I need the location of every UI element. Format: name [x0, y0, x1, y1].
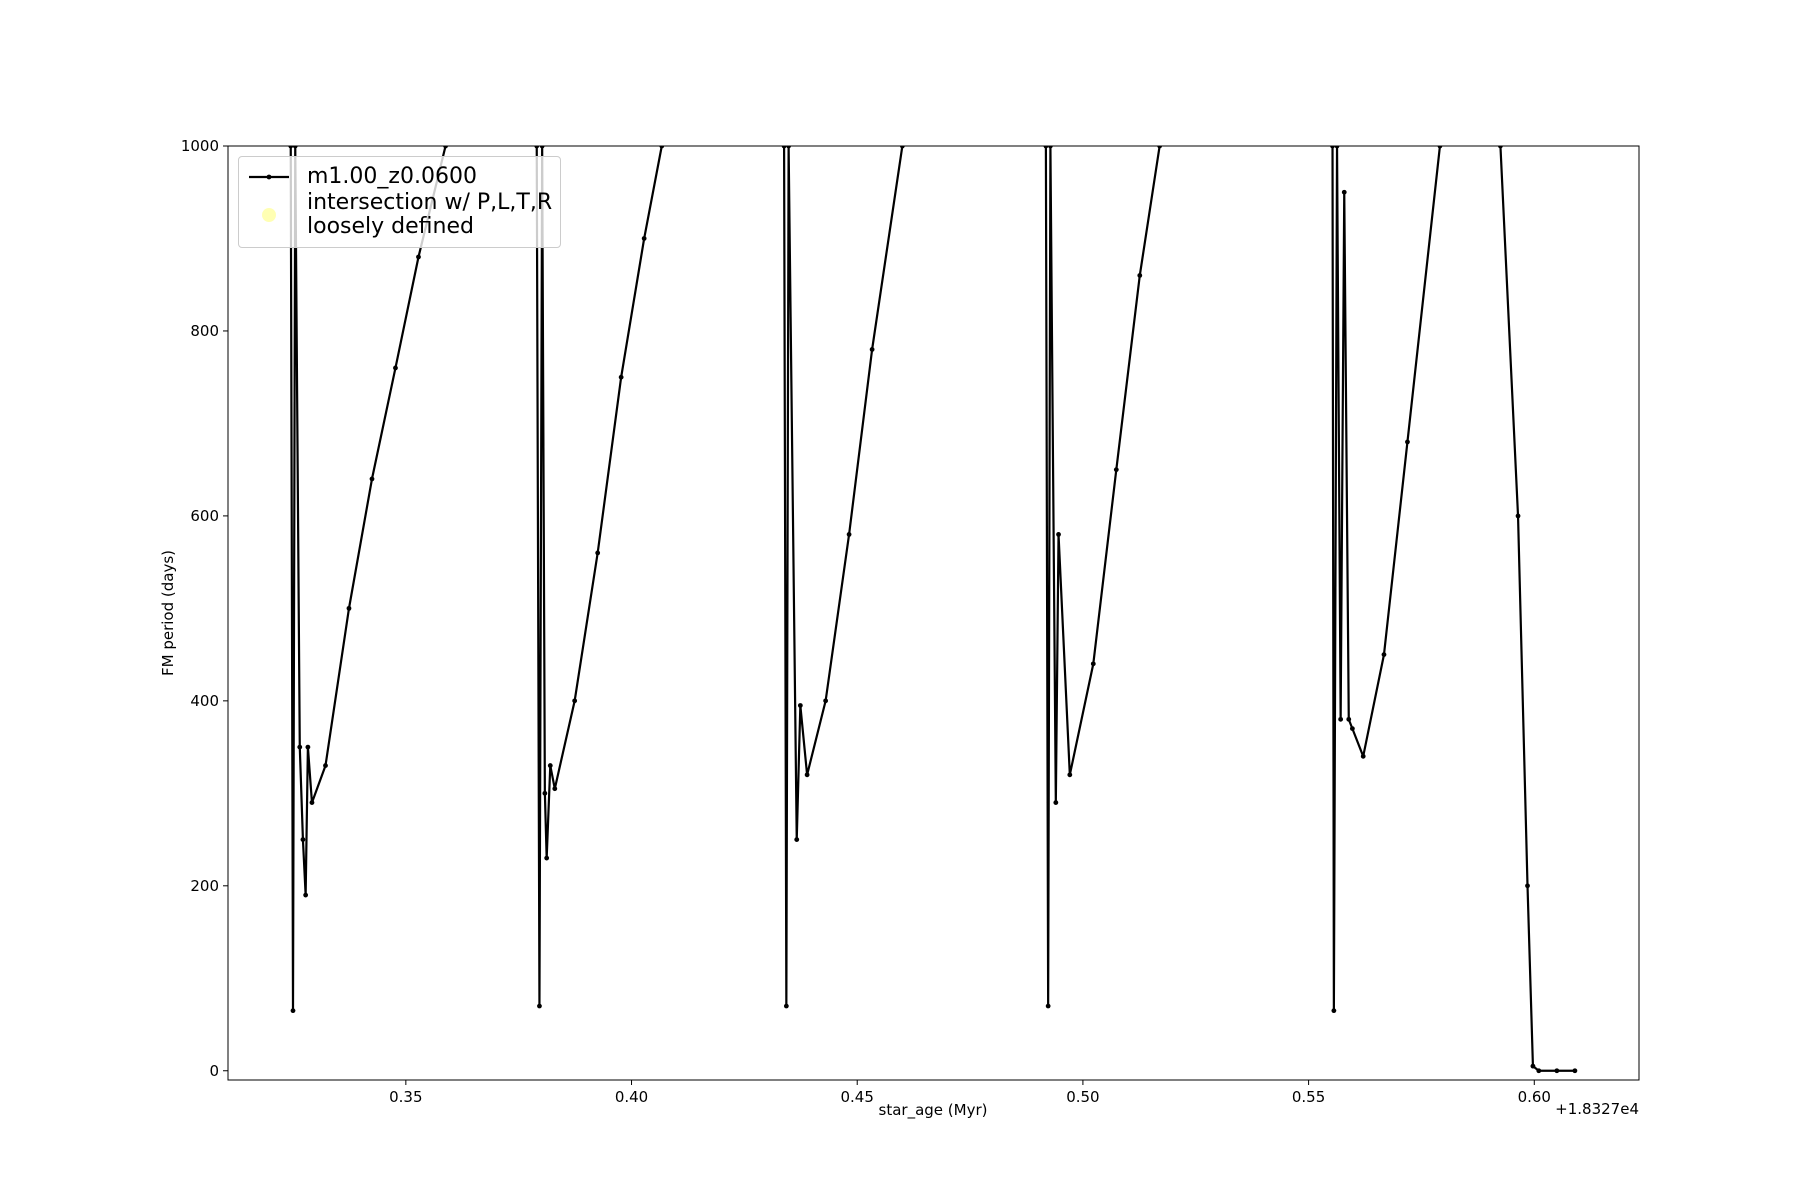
data-point: [1498, 146, 1503, 149]
data-point: [899, 146, 905, 149]
data-point: [1043, 146, 1049, 149]
data-point: [1067, 772, 1073, 778]
data-point: [542, 790, 548, 796]
data-point: [369, 476, 375, 482]
data-point: [1515, 513, 1521, 519]
legend-marker: [262, 208, 276, 222]
data-point: [794, 837, 800, 842]
data-point: [1048, 146, 1053, 149]
data-point: [288, 146, 294, 149]
x-tick-label: 0.50: [1066, 1088, 1099, 1106]
series-line: [289, 146, 1575, 1072]
data-point: [290, 1008, 296, 1014]
data-point: [1330, 146, 1335, 149]
data-point: [1525, 883, 1530, 889]
data-point: [443, 146, 448, 149]
data-point: [1530, 1063, 1536, 1069]
data-point: [1349, 726, 1355, 731]
y-tick-label: 800: [190, 322, 219, 340]
data-point: [1331, 1008, 1337, 1014]
data-point: [305, 744, 311, 750]
data-point: [1554, 1068, 1560, 1074]
data-point: [1341, 189, 1347, 195]
data-point: [641, 236, 647, 241]
data-point: [804, 772, 810, 778]
x-tick-label: 0.55: [1292, 1088, 1325, 1106]
data-point: [1338, 716, 1344, 722]
legend-label: m1.00_z0.0600: [307, 164, 477, 189]
data-point: [1572, 1068, 1578, 1074]
data-point: [552, 786, 558, 792]
legend-label: intersection w/ P,L,T,R loosely defined: [307, 190, 553, 239]
data-point: [1113, 467, 1119, 473]
data-point: [618, 374, 624, 380]
x-tick-label: 0.35: [389, 1088, 422, 1106]
data-point: [292, 146, 298, 149]
axes-frame: [227, 145, 1640, 1081]
data-point: [823, 698, 829, 704]
data-point: [303, 892, 309, 898]
x-tick-label: 0.40: [615, 1088, 648, 1106]
data-point: [297, 744, 303, 750]
data-point: [1053, 800, 1059, 805]
data-point: [595, 550, 601, 556]
legend-marker: [266, 174, 272, 180]
y-axis-label: FM period (days): [159, 550, 177, 676]
data-point: [1346, 716, 1352, 722]
data-point: [1536, 1068, 1542, 1074]
data-point: [346, 605, 352, 611]
data-point: [869, 347, 875, 352]
data-point: [659, 146, 665, 149]
legend-key: [262, 208, 276, 222]
y-tick-label: 600: [190, 507, 219, 525]
data-point: [1360, 753, 1366, 759]
data-point: [1056, 531, 1061, 537]
data-point: [309, 800, 315, 805]
data-point: [547, 763, 553, 768]
legend-entry: intersection w/ P,L,T,R loosely defined: [247, 191, 552, 239]
data-point: [1437, 146, 1443, 149]
data-point: [786, 146, 792, 149]
x-axis-label: star_age (Myr): [879, 1101, 988, 1120]
data-point: [1381, 652, 1387, 658]
data-point: [846, 531, 852, 537]
data-point: [1334, 146, 1340, 149]
data-point: [537, 1003, 542, 1009]
data-point: [781, 146, 787, 149]
data-point: [300, 837, 306, 842]
x-tick-label: 0.60: [1518, 1088, 1551, 1106]
data-point: [323, 763, 328, 768]
data-point: [539, 146, 545, 149]
data-point: [416, 254, 421, 260]
plot-area: [228, 146, 1639, 1080]
data-point: [572, 698, 578, 704]
data-point: [1090, 661, 1096, 667]
x-offset-label: +1.8327e4: [1555, 1100, 1639, 1118]
data-point: [1045, 1003, 1051, 1009]
legend-key: [249, 174, 289, 180]
data-point: [797, 703, 803, 708]
y-tick-label: 200: [190, 877, 219, 895]
data-point: [534, 146, 540, 149]
data-point: [1405, 439, 1410, 445]
y-tick-label: 400: [190, 692, 219, 710]
data-point: [783, 1003, 789, 1009]
legend-entry: m1.00_z0.0600: [247, 165, 552, 189]
y-tick-label: 0: [209, 1062, 219, 1080]
plot-series: [288, 146, 1578, 1074]
data-point: [544, 855, 550, 861]
data-point: [1137, 273, 1143, 278]
data-point: [1157, 146, 1163, 149]
y-tick-label: 1000: [181, 137, 219, 155]
x-tick-label: 0.45: [841, 1088, 874, 1106]
data-point: [393, 365, 398, 371]
legend: m1.00_z0.0600 intersection w/ P,L,T,R loo…: [238, 156, 562, 248]
